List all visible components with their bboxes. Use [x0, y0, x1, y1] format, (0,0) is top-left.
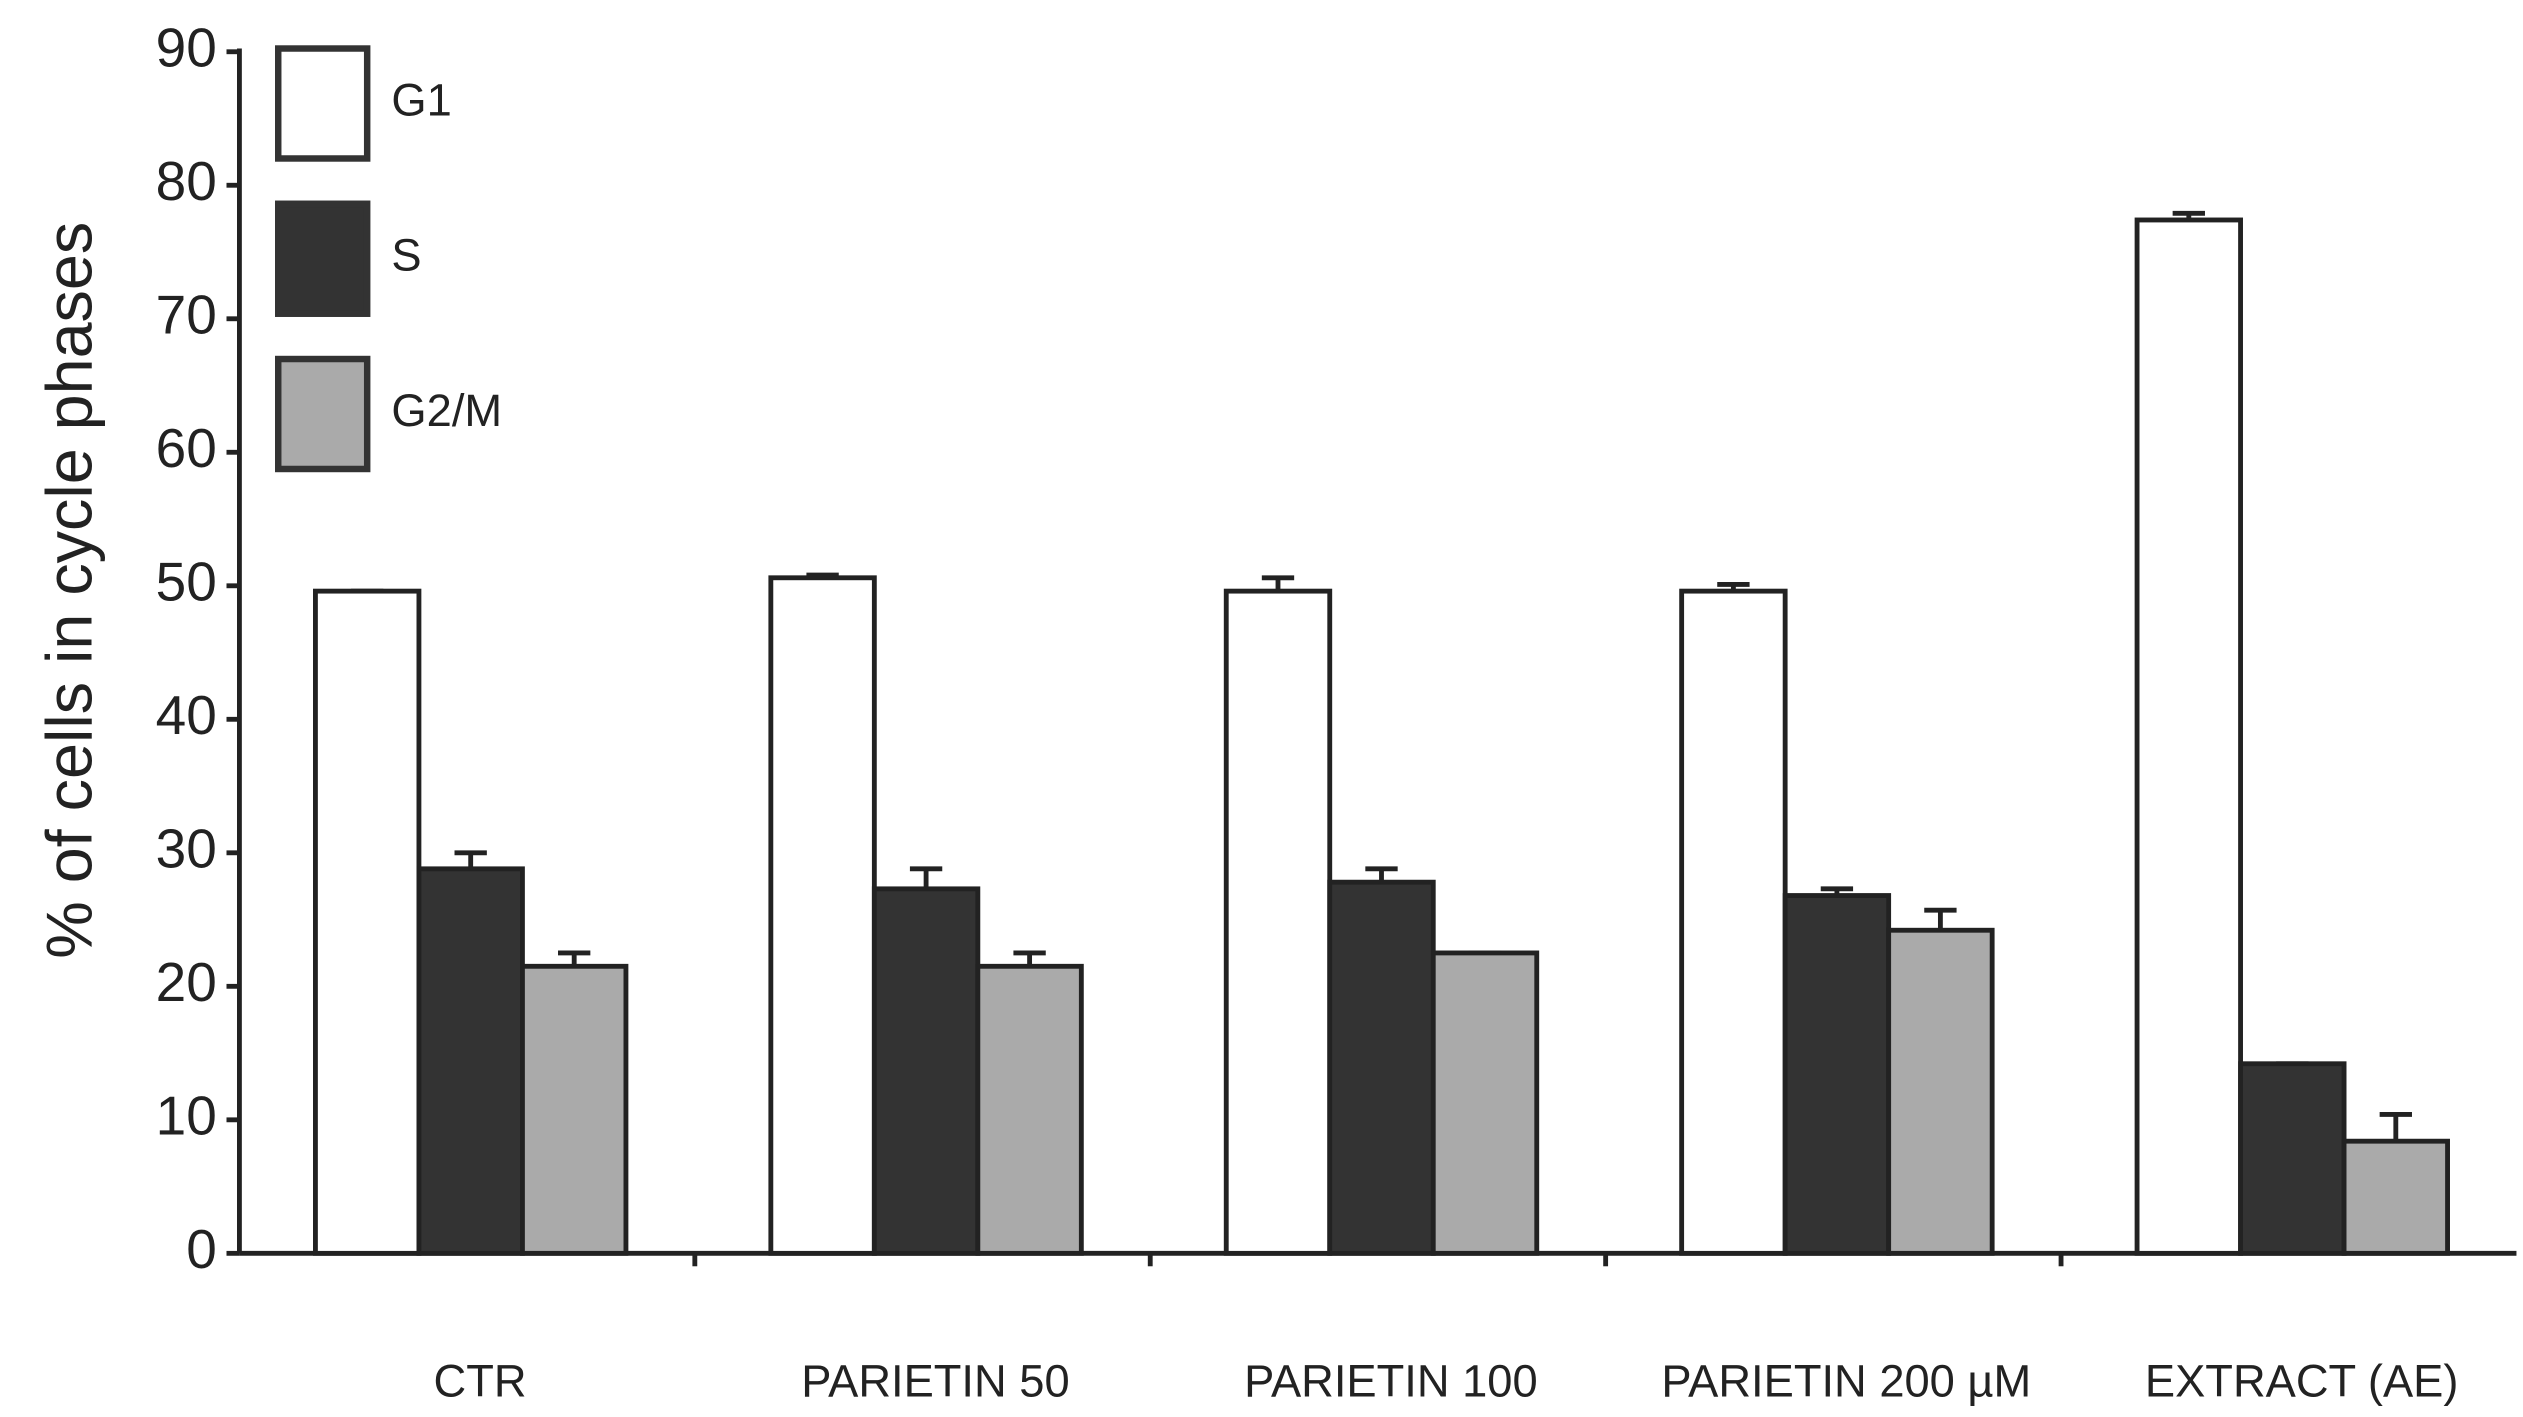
legend-swatch: [275, 200, 371, 317]
bar: [1679, 588, 1788, 1256]
x-tick-label: PARIETIN 200 µM: [1661, 1355, 2031, 1406]
y-axis-title: % of cells in cycle phases: [33, 222, 106, 959]
y-tick-label: 10: [156, 1084, 217, 1146]
bar: [2134, 217, 2243, 1256]
x-tick-label: PARIETIN 100: [1244, 1355, 1538, 1406]
legend-label: S: [391, 230, 421, 281]
y-tick-label: 0: [186, 1218, 217, 1280]
legend-label: G1: [391, 74, 451, 125]
bar: [1327, 879, 1436, 1256]
y-tick-label: 80: [156, 150, 217, 212]
y-tick-label: 50: [156, 550, 217, 612]
bar: [416, 866, 525, 1256]
x-tick-label: CTR: [434, 1355, 527, 1406]
legend-swatch: [275, 355, 371, 473]
bar: [768, 575, 877, 1256]
x-tick-label: PARIETIN 50: [801, 1355, 1069, 1406]
bar: [1782, 893, 1892, 1256]
bar: [1430, 950, 1540, 1256]
legend-label: G2/M: [391, 385, 502, 436]
bar: [2341, 1138, 2450, 1256]
bar: [975, 963, 1084, 1256]
y-tick-label: 60: [156, 417, 217, 479]
y-tick-label: 70: [156, 283, 217, 345]
x-tick-label: EXTRACT (AE): [2145, 1355, 2459, 1406]
y-tick-label: 90: [156, 16, 217, 78]
bar: [2238, 1061, 2347, 1256]
y-tick-label: 30: [156, 817, 217, 879]
bar: [871, 886, 981, 1256]
bar: [1223, 588, 1333, 1256]
bar: [313, 588, 422, 1256]
legend-swatch: [275, 45, 371, 162]
y-tick-label: 20: [156, 951, 217, 1013]
bar: [1886, 927, 1995, 1256]
bar: [520, 963, 629, 1256]
y-tick-label: 40: [156, 684, 217, 746]
